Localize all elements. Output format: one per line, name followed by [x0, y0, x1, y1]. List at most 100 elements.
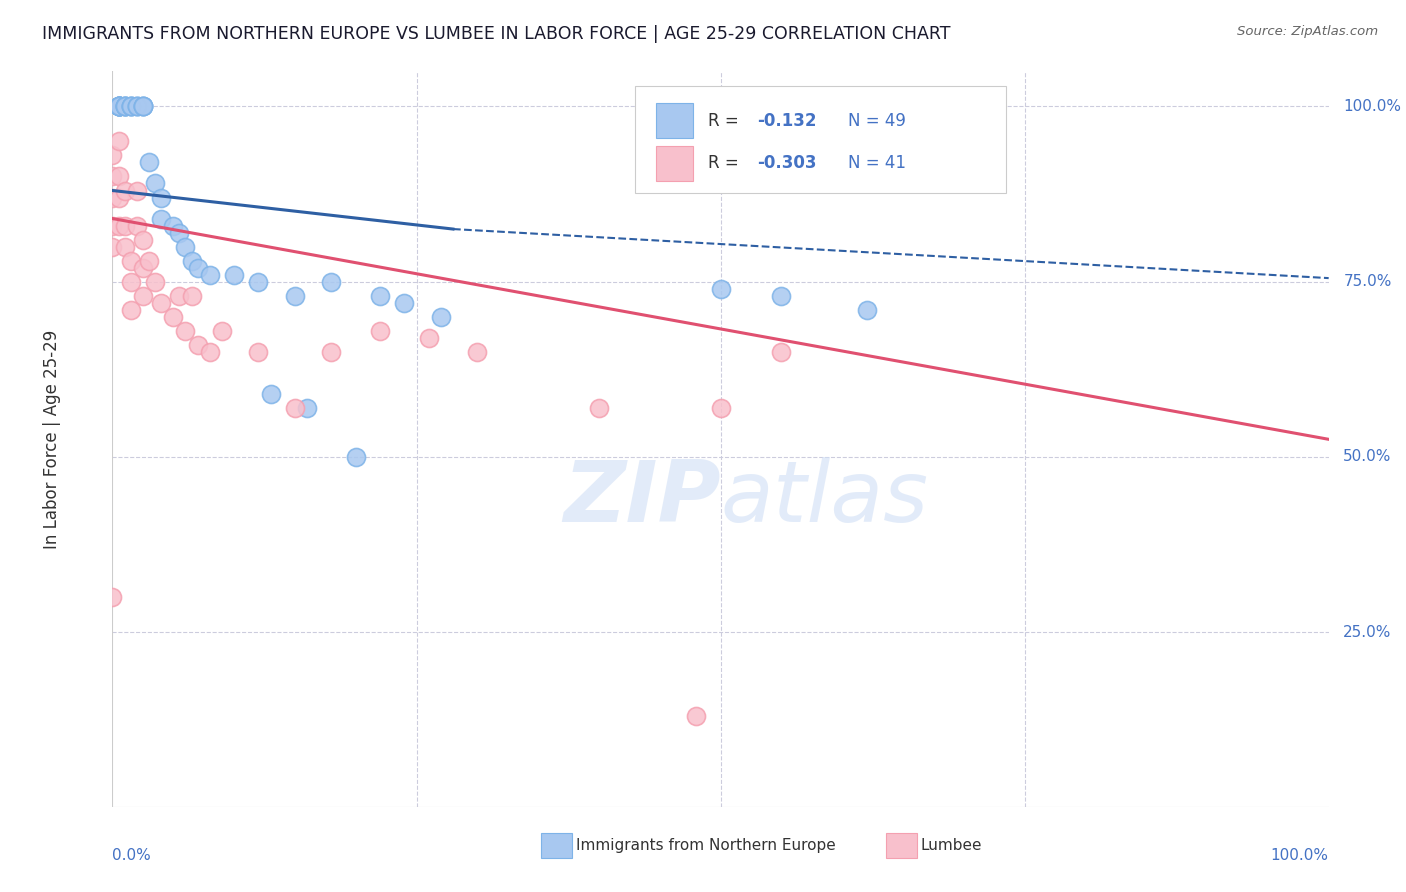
- Point: [107, 99, 129, 113]
- Bar: [657, 103, 693, 138]
- Point: [198, 268, 221, 282]
- Point: [162, 310, 184, 324]
- Text: -0.303: -0.303: [756, 154, 817, 172]
- Text: In Labor Force | Age 25-29: In Labor Force | Age 25-29: [42, 330, 60, 549]
- Point: [107, 99, 129, 113]
- Point: [180, 288, 202, 302]
- Point: [101, 148, 124, 162]
- Point: [211, 324, 233, 338]
- Point: [101, 590, 124, 604]
- Point: [107, 169, 129, 184]
- Point: [169, 226, 191, 240]
- Point: [120, 253, 142, 268]
- Point: [114, 219, 136, 233]
- Text: ZIP: ZIP: [562, 457, 720, 540]
- Point: [114, 239, 136, 253]
- Text: 75.0%: 75.0%: [1343, 274, 1392, 289]
- Point: [114, 99, 136, 113]
- Text: R =: R =: [709, 112, 744, 129]
- Point: [107, 190, 129, 204]
- Point: [418, 331, 440, 345]
- Point: [321, 344, 343, 359]
- Point: [125, 184, 148, 198]
- Point: [143, 275, 166, 289]
- Point: [685, 709, 707, 723]
- Point: [709, 401, 731, 415]
- Text: 0.0%: 0.0%: [112, 847, 152, 863]
- Text: N = 41: N = 41: [848, 154, 907, 172]
- Point: [107, 99, 129, 113]
- Point: [101, 239, 124, 253]
- Point: [368, 288, 391, 302]
- Point: [430, 310, 453, 324]
- Point: [132, 99, 155, 113]
- Text: 100.0%: 100.0%: [1343, 99, 1402, 114]
- Point: [143, 177, 166, 191]
- Point: [101, 169, 124, 184]
- Point: [101, 219, 124, 233]
- Point: [169, 288, 191, 302]
- Point: [132, 99, 155, 113]
- Point: [107, 99, 129, 113]
- Text: 100.0%: 100.0%: [1271, 847, 1329, 863]
- Point: [125, 99, 148, 113]
- Point: [120, 275, 142, 289]
- Point: [107, 99, 129, 113]
- Text: 50.0%: 50.0%: [1343, 450, 1392, 465]
- Text: IMMIGRANTS FROM NORTHERN EUROPE VS LUMBEE IN LABOR FORCE | AGE 25-29 CORRELATION: IMMIGRANTS FROM NORTHERN EUROPE VS LUMBE…: [42, 25, 950, 43]
- Point: [107, 99, 129, 113]
- Point: [770, 288, 793, 302]
- Point: [187, 337, 209, 351]
- Point: [132, 99, 155, 113]
- Point: [150, 295, 173, 310]
- Point: [284, 288, 307, 302]
- Point: [247, 275, 270, 289]
- Point: [107, 99, 129, 113]
- Text: 25.0%: 25.0%: [1343, 624, 1392, 640]
- Text: atlas: atlas: [720, 457, 928, 540]
- Text: Source: ZipAtlas.com: Source: ZipAtlas.com: [1237, 25, 1378, 38]
- Text: N = 49: N = 49: [848, 112, 905, 129]
- Point: [132, 233, 155, 247]
- Point: [295, 401, 318, 415]
- Point: [132, 99, 155, 113]
- Point: [107, 135, 129, 149]
- Point: [120, 99, 142, 113]
- Point: [855, 302, 877, 317]
- Point: [138, 155, 160, 169]
- Point: [150, 190, 173, 204]
- Text: Lumbee: Lumbee: [921, 838, 983, 853]
- Point: [125, 219, 148, 233]
- FancyBboxPatch shape: [636, 87, 1007, 193]
- Point: [138, 253, 160, 268]
- Point: [247, 344, 270, 359]
- Point: [368, 324, 391, 338]
- Point: [150, 211, 173, 226]
- Point: [114, 99, 136, 113]
- Point: [125, 99, 148, 113]
- Point: [588, 401, 610, 415]
- Point: [107, 99, 129, 113]
- Point: [198, 344, 221, 359]
- Point: [120, 99, 142, 113]
- Point: [709, 282, 731, 296]
- Point: [114, 99, 136, 113]
- Point: [107, 99, 129, 113]
- Point: [132, 260, 155, 275]
- Point: [114, 99, 136, 113]
- Point: [114, 184, 136, 198]
- Point: [162, 219, 184, 233]
- Point: [174, 324, 197, 338]
- Point: [114, 99, 136, 113]
- Point: [321, 275, 343, 289]
- Point: [259, 386, 281, 401]
- Text: Immigrants from Northern Europe: Immigrants from Northern Europe: [576, 838, 837, 853]
- Point: [107, 99, 129, 113]
- Point: [120, 99, 142, 113]
- Point: [107, 219, 129, 233]
- Point: [132, 288, 155, 302]
- Point: [120, 99, 142, 113]
- Text: -0.132: -0.132: [756, 112, 817, 129]
- Point: [180, 253, 202, 268]
- Point: [101, 190, 124, 204]
